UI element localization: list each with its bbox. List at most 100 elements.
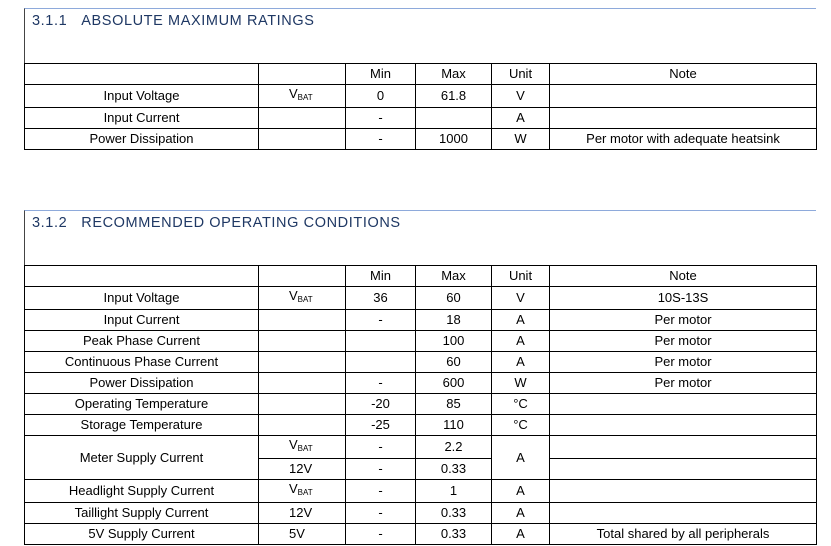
cell: 1 <box>415 479 492 503</box>
heading: 3.1.2 RECOMMENDED OPERATING CONDITIONS <box>32 215 401 231</box>
row: 5V Supply Current 5V -0.33 A Total shared by… <box>24 523 817 545</box>
cell: 36 <box>345 286 416 310</box>
cell: V <box>491 286 550 310</box>
cell: Power Dissipation <box>24 128 259 150</box>
row: Input Voltage VBAT 0 61.8 V <box>24 84 817 108</box>
row: Peak Phase Current 100 A Per motor <box>24 330 817 352</box>
cell <box>258 309 346 331</box>
cell: - <box>345 523 416 545</box>
header-cell: Min <box>345 63 416 85</box>
cell: Input Current <box>24 309 259 331</box>
header-cell <box>258 265 346 287</box>
cell: -25 <box>345 414 416 436</box>
cell: Meter Supply Current <box>24 435 259 480</box>
header-cell: Unit <box>491 265 550 287</box>
cell <box>258 372 346 394</box>
cell <box>258 128 346 150</box>
cell <box>549 414 817 436</box>
cell: 2.2 <box>415 435 492 459</box>
heading-number: 3.1.2 <box>32 215 68 231</box>
cell <box>549 458 817 480</box>
row: Input Voltage VBAT 36 60 V 10S-13S <box>24 286 817 310</box>
cell: 60 <box>415 351 492 373</box>
row: Power Dissipation -1000 W Per motor with ad… <box>24 128 817 150</box>
heading-frame <box>24 210 816 265</box>
cell: Storage Temperature <box>24 414 259 436</box>
row: Power Dissipation -600 W Per motor <box>24 372 817 394</box>
cell: - <box>345 479 416 503</box>
header-cell: Note <box>549 265 817 287</box>
cell: Operating Temperature <box>24 393 259 415</box>
symbol-subscript: BAT <box>297 488 313 497</box>
cell: Taillight Supply Current <box>24 502 259 524</box>
cell: 60 <box>415 286 492 310</box>
row: Input Current -18 A Per motor <box>24 309 817 331</box>
cell: VBAT <box>258 286 346 310</box>
row: Taillight Supply Current 12V -0.33 A <box>24 502 817 524</box>
row: Headlight Supply Current VBAT -1 A <box>24 479 817 503</box>
cell <box>345 330 416 352</box>
symbol-subscript: BAT <box>297 295 313 304</box>
cell <box>549 435 817 459</box>
cell: A <box>491 523 550 545</box>
cell: - <box>345 128 416 150</box>
header-cell <box>258 63 346 85</box>
symbol: V <box>289 86 298 101</box>
row: Operating Temperature -20 85 °C <box>24 393 817 415</box>
header-cell: Max <box>415 265 492 287</box>
row: Storage Temperature -25 110 °C <box>24 414 817 436</box>
cell: - <box>345 372 416 394</box>
cell: Input Voltage <box>24 84 259 108</box>
cell: 5V <box>258 523 346 545</box>
heading-frame <box>24 8 816 63</box>
cell: VBAT <box>258 479 346 503</box>
row: 12V -0.33 <box>25 458 817 480</box>
cell: 100 <box>415 330 492 352</box>
header-row: Min Max Unit Note <box>24 265 817 287</box>
symbol: V <box>289 481 298 496</box>
cell: 600 <box>415 372 492 394</box>
cell: 18 <box>415 309 492 331</box>
cell: 110 <box>415 414 492 436</box>
cell: 0.33 <box>415 502 492 524</box>
cell: 12V <box>258 502 346 524</box>
cell: - <box>345 502 416 524</box>
cell: VBAT <box>258 435 346 459</box>
header-cell: Note <box>549 63 817 85</box>
row: Input Current - A <box>24 107 817 129</box>
cell <box>258 393 346 415</box>
cell <box>549 107 817 129</box>
cell <box>549 502 817 524</box>
cell: 1000 <box>415 128 492 150</box>
header-cell: Unit <box>491 63 550 85</box>
cell: Input Voltage <box>24 286 259 310</box>
cell <box>258 414 346 436</box>
cell: A <box>491 479 550 503</box>
header-cell: Max <box>415 63 492 85</box>
cell: A <box>491 330 550 352</box>
cell: Total shared by all peripherals <box>549 523 817 545</box>
cell: Power Dissipation <box>24 372 259 394</box>
cell: °C <box>491 414 550 436</box>
header-row: Min Max Unit Note <box>24 63 817 85</box>
cell: W <box>491 372 550 394</box>
cell: 0.33 <box>415 523 492 545</box>
cell: A <box>491 502 550 524</box>
heading: 3.1.1 ABSOLUTE MAXIMUM RATINGS <box>32 13 315 29</box>
cell: 10S-13S <box>549 286 817 310</box>
cell <box>549 84 817 108</box>
heading-title: RECOMMENDED OPERATING CONDITIONS <box>81 215 401 231</box>
cell <box>415 107 492 129</box>
cell: Per motor <box>549 372 817 394</box>
cell: A <box>491 435 550 480</box>
cell: 85 <box>415 393 492 415</box>
cell: - <box>345 435 416 459</box>
cell: Per motor <box>549 351 817 373</box>
cell: Continuous Phase Current <box>24 351 259 373</box>
heading-number: 3.1.1 <box>32 13 68 29</box>
cell: W <box>491 128 550 150</box>
row: Continuous Phase Current 60 A Per motor <box>24 351 817 373</box>
cell: Per motor with adequate heatsink <box>549 128 817 150</box>
cell: - <box>345 107 416 129</box>
